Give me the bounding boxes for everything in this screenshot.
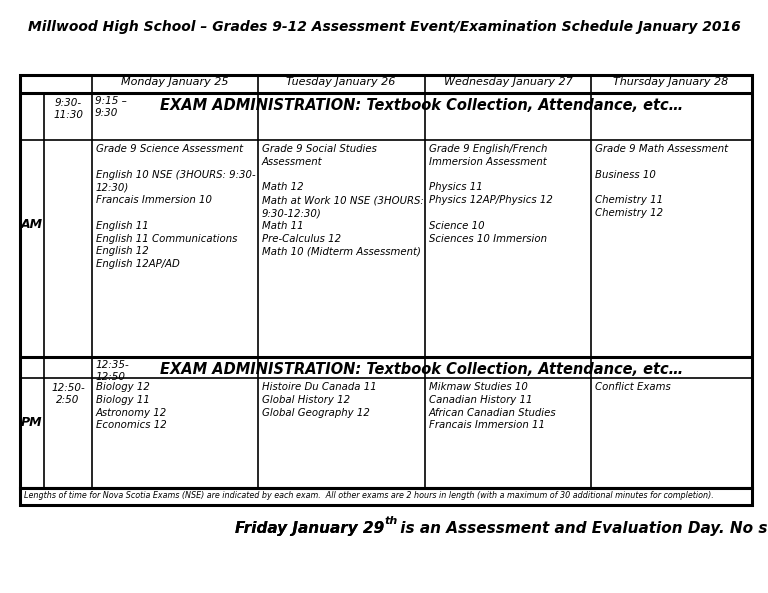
Bar — [20, 75, 752, 488]
Text: Tuesday January 26: Tuesday January 26 — [286, 77, 396, 87]
Text: Grade 9 English/French
Immersion Assessment

Physics 11
Physics 12AP/Physics 12
: Grade 9 English/French Immersion Assessm… — [429, 144, 553, 244]
Text: th: th — [385, 516, 399, 526]
Text: Friday January 29: Friday January 29 — [235, 521, 384, 536]
Bar — [20, 488, 752, 505]
Text: Thursday January 28: Thursday January 28 — [614, 77, 729, 87]
Text: EXAM ADMINISTRATION: Textbook Collection, Attendance, etc…: EXAM ADMINISTRATION: Textbook Collection… — [161, 362, 684, 377]
Text: Friday January 29: Friday January 29 — [235, 521, 384, 536]
Text: Histoire Du Canada 11
Global History 12
Global Geography 12: Histoire Du Canada 11 Global History 12 … — [262, 382, 377, 417]
Text: 12:35-
12:50: 12:35- 12:50 — [95, 360, 129, 382]
Text: Mikmaw Studies 10
Canadian History 11
African Canadian Studies
Francais Immersio: Mikmaw Studies 10 Canadian History 11 Af… — [429, 382, 557, 431]
Text: EXAM ADMINISTRATION: Textbook Collection, Attendance, etc…: EXAM ADMINISTRATION: Textbook Collection… — [161, 98, 684, 113]
Text: Wednesday January 27: Wednesday January 27 — [444, 77, 572, 87]
Text: Biology 12
Biology 11
Astronomy 12
Economics 12: Biology 12 Biology 11 Astronomy 12 Econo… — [96, 382, 167, 431]
Text: AM: AM — [21, 218, 43, 231]
Text: Conflict Exams: Conflict Exams — [595, 382, 670, 392]
Text: Monday January 25: Monday January 25 — [121, 77, 229, 87]
Text: 9:15 –
9:30: 9:15 – 9:30 — [95, 96, 127, 119]
Text: PM: PM — [22, 416, 43, 429]
Text: Lengths of time for Nova Scotia Exams (NSE) are indicated by each exam.  All oth: Lengths of time for Nova Scotia Exams (N… — [24, 491, 713, 500]
Text: Grade 9 Social Studies
Assessment

Math 12
Math at Work 10 NSE (3HOURS:
9:30-12:: Grade 9 Social Studies Assessment Math 1… — [262, 144, 424, 256]
Text: is an Assessment and Evaluation Day. No students are present.: is an Assessment and Evaluation Day. No … — [395, 521, 768, 536]
Text: 9:30-
11:30: 9:30- 11:30 — [53, 98, 83, 120]
Text: 12:50-
2:50: 12:50- 2:50 — [51, 383, 85, 406]
Text: Grade 9 Science Assessment

English 10 NSE (3HOURS: 9:30-
12:30)
Francais Immers: Grade 9 Science Assessment English 10 NS… — [96, 144, 256, 269]
Text: Millwood High School – Grades 9-12 Assessment Event/Examination Schedule January: Millwood High School – Grades 9-12 Asses… — [28, 20, 740, 34]
Text: Grade 9 Math Assessment

Business 10

Chemistry 11
Chemistry 12: Grade 9 Math Assessment Business 10 Chem… — [595, 144, 728, 218]
